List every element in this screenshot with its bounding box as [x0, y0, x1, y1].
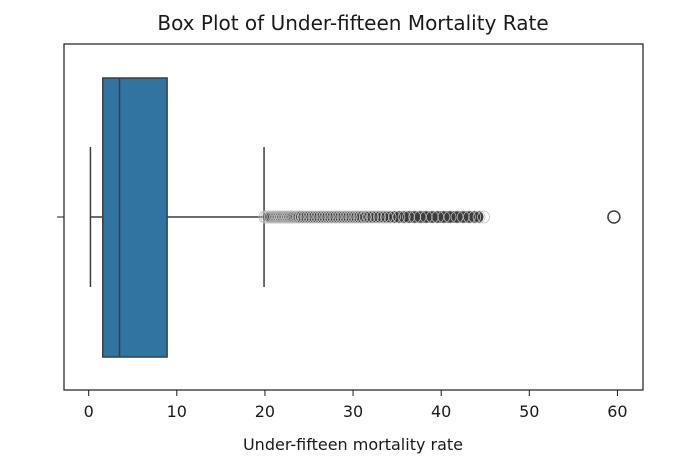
outlier-point [286, 210, 300, 224]
outlier-point [307, 210, 321, 224]
outlier-point [366, 210, 379, 224]
outlier-point [294, 210, 308, 224]
chart-title: Box Plot of Under-fifteen Mortality Rate [157, 11, 548, 35]
outlier-point [376, 210, 390, 224]
x-axis: 0 10 20 30 40 50 60 [84, 390, 628, 421]
outlier-point [305, 210, 319, 224]
outlier-point [358, 210, 372, 224]
outlier-point [344, 210, 358, 224]
outlier-point [419, 210, 433, 224]
outlier-point [607, 210, 621, 224]
outlier-point [302, 210, 316, 224]
outlier-point [289, 210, 303, 224]
outlier-point [321, 210, 334, 224]
outlier-point [339, 210, 353, 224]
outlier-point [331, 210, 345, 224]
x-tick-label: 10 [167, 402, 187, 421]
outlier-point [299, 210, 313, 224]
box-plot-marks [89, 77, 621, 358]
x-tick-label: 20 [255, 402, 275, 421]
outlier-point [462, 210, 476, 224]
outlier-point [352, 210, 366, 224]
outlier-point [315, 210, 329, 224]
outlier-point [392, 210, 406, 224]
outlier-point [329, 210, 342, 224]
outlier-point [310, 210, 324, 224]
outlier-point [336, 210, 350, 224]
outlier-point [362, 210, 376, 224]
outlier-point [456, 210, 470, 224]
outlier-point [342, 210, 356, 224]
outlier-point [383, 210, 397, 224]
outlier-point [326, 210, 340, 224]
outlier-point [373, 210, 386, 224]
outlier-point [323, 210, 337, 224]
x-tick-label: 60 [607, 402, 627, 421]
outlier-point [388, 210, 401, 224]
outlier-point [355, 210, 369, 224]
x-axis-label: Under-fifteen mortality rate [243, 435, 463, 454]
x-tick-label: 40 [431, 402, 451, 421]
iqr-box [102, 77, 168, 358]
outlier-point [468, 210, 482, 224]
outlier-point [297, 210, 311, 224]
outlier-point [292, 210, 305, 224]
outlier-point [334, 210, 348, 224]
outlier-point [369, 210, 383, 224]
outlier-point [477, 210, 490, 224]
outlier-point [437, 210, 451, 224]
outlier-point [397, 210, 411, 224]
outlier-point [318, 210, 332, 224]
outlier-point [443, 210, 457, 224]
outlier-point [347, 210, 361, 224]
outlier-point [402, 210, 415, 224]
outlier-point [425, 210, 439, 224]
outlier-point [313, 210, 326, 224]
x-tick-label: 50 [519, 402, 539, 421]
outlier-point [472, 210, 486, 224]
x-tick-label: 0 [84, 402, 94, 421]
x-tick-label: 30 [343, 402, 363, 421]
outlier-point [408, 210, 422, 224]
